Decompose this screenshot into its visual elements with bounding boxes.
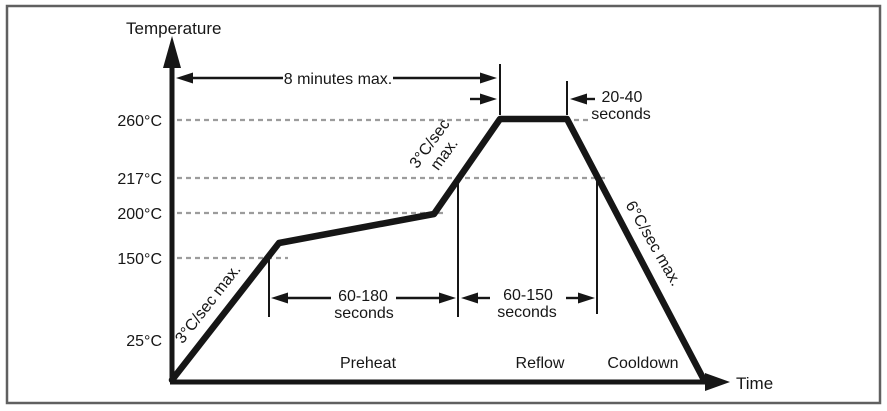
reflow-time-label-line1: 60-150 [503, 287, 553, 304]
phase-label-preheat: Preheat [340, 355, 397, 372]
arrowhead-left-icon [271, 292, 288, 304]
dimension-peak-time: 20-40 seconds [470, 89, 651, 123]
phase-label-reflow: Reflow [516, 355, 565, 372]
arrowhead-left-icon [570, 93, 587, 105]
phase-label-cooldown: Cooldown [607, 355, 678, 372]
arrowhead-right-icon [480, 93, 497, 105]
arrowhead-left-icon [461, 292, 478, 304]
soak-time-label-line2: seconds [334, 305, 394, 322]
dimension-soak-time: 60-180 seconds [271, 288, 456, 322]
temp-label-150: 150°C [117, 251, 162, 268]
arrowhead-left-icon [176, 72, 193, 84]
arrowhead-right-icon [480, 72, 497, 84]
reference-ticks [268, 64, 598, 317]
temperature-labels: 260°C 217°C 200°C 150°C 25°C [117, 113, 162, 350]
temp-label-260: 260°C [117, 113, 162, 130]
x-axis-arrowhead-icon [705, 373, 730, 391]
axes [163, 36, 730, 391]
y-axis-arrowhead-icon [163, 36, 181, 68]
temperature-profile-curve [168, 115, 708, 384]
arrowhead-right-icon [578, 292, 595, 304]
reflow-time-label-line2: seconds [497, 304, 557, 321]
arrowhead-right-icon [439, 292, 456, 304]
x-axis-title: Time [736, 374, 773, 393]
dimension-total-time: 8 minutes max. [176, 71, 497, 88]
y-axis-title: Temperature [126, 19, 221, 38]
phase-labels: Preheat Reflow Cooldown [340, 355, 679, 372]
peak-time-label-line1: 20-40 [602, 89, 643, 106]
temp-label-217: 217°C [117, 171, 162, 188]
temp-label-25: 25°C [126, 333, 162, 350]
soak-time-label-line1: 60-180 [338, 288, 388, 305]
temp-label-200: 200°C [117, 206, 162, 223]
peak-time-label-line2: seconds [591, 106, 651, 123]
dimension-reflow-time: 60-150 seconds [461, 287, 595, 321]
total-time-label: 8 minutes max. [284, 71, 392, 88]
